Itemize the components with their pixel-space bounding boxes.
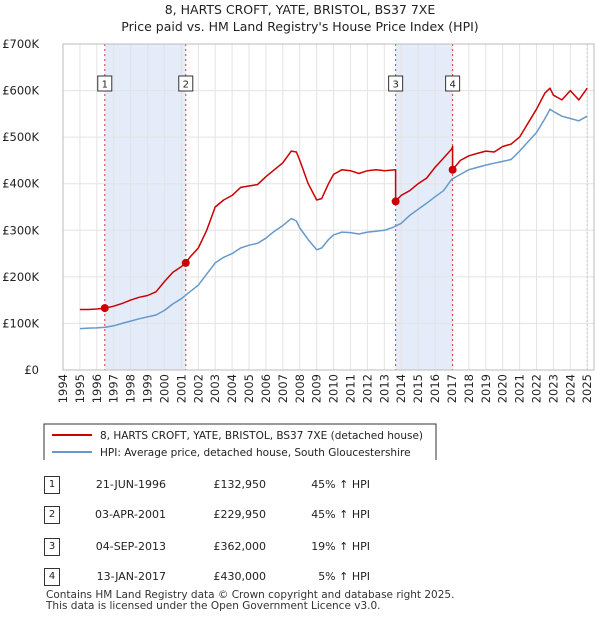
x-tick-label: 2003: [208, 374, 222, 403]
x-tick-label: 1997: [107, 374, 121, 403]
sale-hpi-change: 5% ↑ HPI: [318, 570, 370, 583]
sale-price: £229,950: [213, 508, 267, 521]
sale-label-number: 1: [102, 80, 108, 91]
sale-hpi-change: 45% ↑ HPI: [311, 508, 370, 521]
chart-title: 8, HARTS CROFT, YATE, BRISTOL, BS37 7XE: [165, 2, 436, 17]
x-tick-label: 2014: [394, 374, 408, 403]
sale-date: 21-JUN-1996: [95, 478, 166, 491]
y-tick-label: £100K: [2, 316, 39, 330]
hpi-line: [79, 108, 588, 330]
x-tick-label: 2008: [293, 374, 307, 403]
ownership-period-shade: [104, 44, 186, 370]
sale-price: £430,000: [213, 570, 267, 583]
table-row: 2 03-APR-2001 £229,950 45% ↑ HPI: [0, 506, 600, 528]
x-tick-label: 2020: [496, 374, 510, 403]
x-tick-label: 1995: [73, 374, 87, 403]
sale-point: [181, 258, 190, 267]
x-tick-label: 2023: [546, 374, 560, 403]
sale-label-box: [178, 75, 194, 92]
property-price-line: [79, 87, 588, 311]
x-tick-label: 1994: [56, 374, 70, 403]
sale-point: [448, 165, 457, 174]
legend-label-hpi: HPI: Average price, detached house, Sout…: [100, 447, 411, 459]
x-tick-label: 2007: [276, 374, 290, 403]
x-tick-label: 2012: [360, 374, 374, 403]
footer-line-copyright: Contains HM Land Registry data © Crown c…: [46, 589, 455, 601]
x-tick-label: 2002: [191, 374, 205, 403]
sale-date: 03-APR-2001: [94, 508, 166, 521]
footer-attribution: Contains HM Land Registry data © Crown c…: [46, 590, 454, 612]
footer-line-license: This data is licensed under the Open Gov…: [46, 600, 381, 612]
y-tick-label: £0: [24, 363, 39, 377]
sale-number-badge: 3: [44, 538, 60, 556]
x-tick-label: 2006: [259, 374, 273, 403]
sale-label-number: 2: [183, 80, 189, 91]
x-tick-label: 2011: [343, 374, 357, 403]
x-tick-label: 2009: [310, 374, 324, 403]
x-tick-label: 2024: [563, 374, 577, 403]
x-tick-label: 2022: [530, 374, 544, 403]
sale-number-badge: 2: [44, 506, 60, 524]
sale-label-box: [97, 75, 113, 92]
ownership-period-shade: [395, 44, 453, 370]
x-tick-label: 2000: [157, 374, 171, 403]
legend: 8, HARTS CROFT, YATE, BRISTOL, BS37 7XE …: [43, 423, 437, 460]
sale-price: £132,950: [213, 478, 267, 491]
legend-label-property: 8, HARTS CROFT, YATE, BRISTOL, BS37 7XE …: [100, 430, 423, 442]
x-tick-label: 2018: [462, 374, 476, 403]
y-tick-label: £600K: [2, 84, 39, 98]
legend-box: [43, 423, 437, 460]
y-tick-label: £400K: [2, 177, 39, 191]
price-chart: 8, HARTS CROFT, YATE, BRISTOL, BS37 7XE …: [2, 2, 595, 460]
x-tick-label: 2021: [513, 374, 527, 403]
sale-point: [391, 197, 400, 206]
sale-label-number: 4: [449, 80, 455, 91]
sale-hpi-change: 45% ↑ HPI: [311, 478, 370, 491]
sale-date: 13-JAN-2017: [96, 570, 166, 583]
x-tick-label: 1998: [124, 374, 138, 403]
sale-point: [100, 304, 109, 313]
x-tick-label: 2019: [479, 374, 493, 403]
sale-label-number: 3: [392, 80, 398, 91]
x-tick-label: 2010: [327, 374, 341, 403]
x-tick-label: 2025: [580, 374, 594, 403]
sale-date: 04-SEP-2013: [95, 540, 166, 553]
chart-subtitle: Price paid vs. HM Land Registry's House …: [121, 19, 478, 34]
sale-number-badge: 4: [44, 568, 60, 586]
sale-label-box: [388, 75, 404, 92]
sale-label-box: [445, 75, 461, 92]
x-tick-label: 2016: [428, 374, 442, 403]
x-tick-label: 1996: [90, 374, 104, 403]
x-tick-label: 1999: [141, 374, 155, 403]
sale-hpi-change: 19% ↑ HPI: [311, 540, 370, 553]
x-tick-label: 2013: [377, 374, 391, 403]
x-tick-label: 2017: [445, 374, 459, 403]
table-row: 1 21-JUN-1996 £132,950 45% ↑ HPI: [0, 476, 600, 498]
table-row: 4 13-JAN-2017 £430,000 5% ↑ HPI: [0, 568, 600, 590]
y-tick-label: £200K: [2, 270, 39, 284]
sale-price: £362,000: [213, 540, 267, 553]
y-tick-label: £700K: [2, 37, 39, 51]
x-tick-label: 2004: [225, 374, 239, 403]
sale-number-badge: 1: [44, 476, 60, 494]
y-tick-label: £500K: [2, 130, 39, 144]
y-tick-label: £300K: [2, 223, 39, 237]
x-tick-label: 2015: [411, 374, 425, 403]
x-tick-label: 2001: [174, 374, 188, 403]
table-row: 3 04-SEP-2013 £362,000 19% ↑ HPI: [0, 538, 600, 560]
x-tick-label: 2005: [242, 374, 256, 403]
plot-frame: [62, 43, 595, 371]
